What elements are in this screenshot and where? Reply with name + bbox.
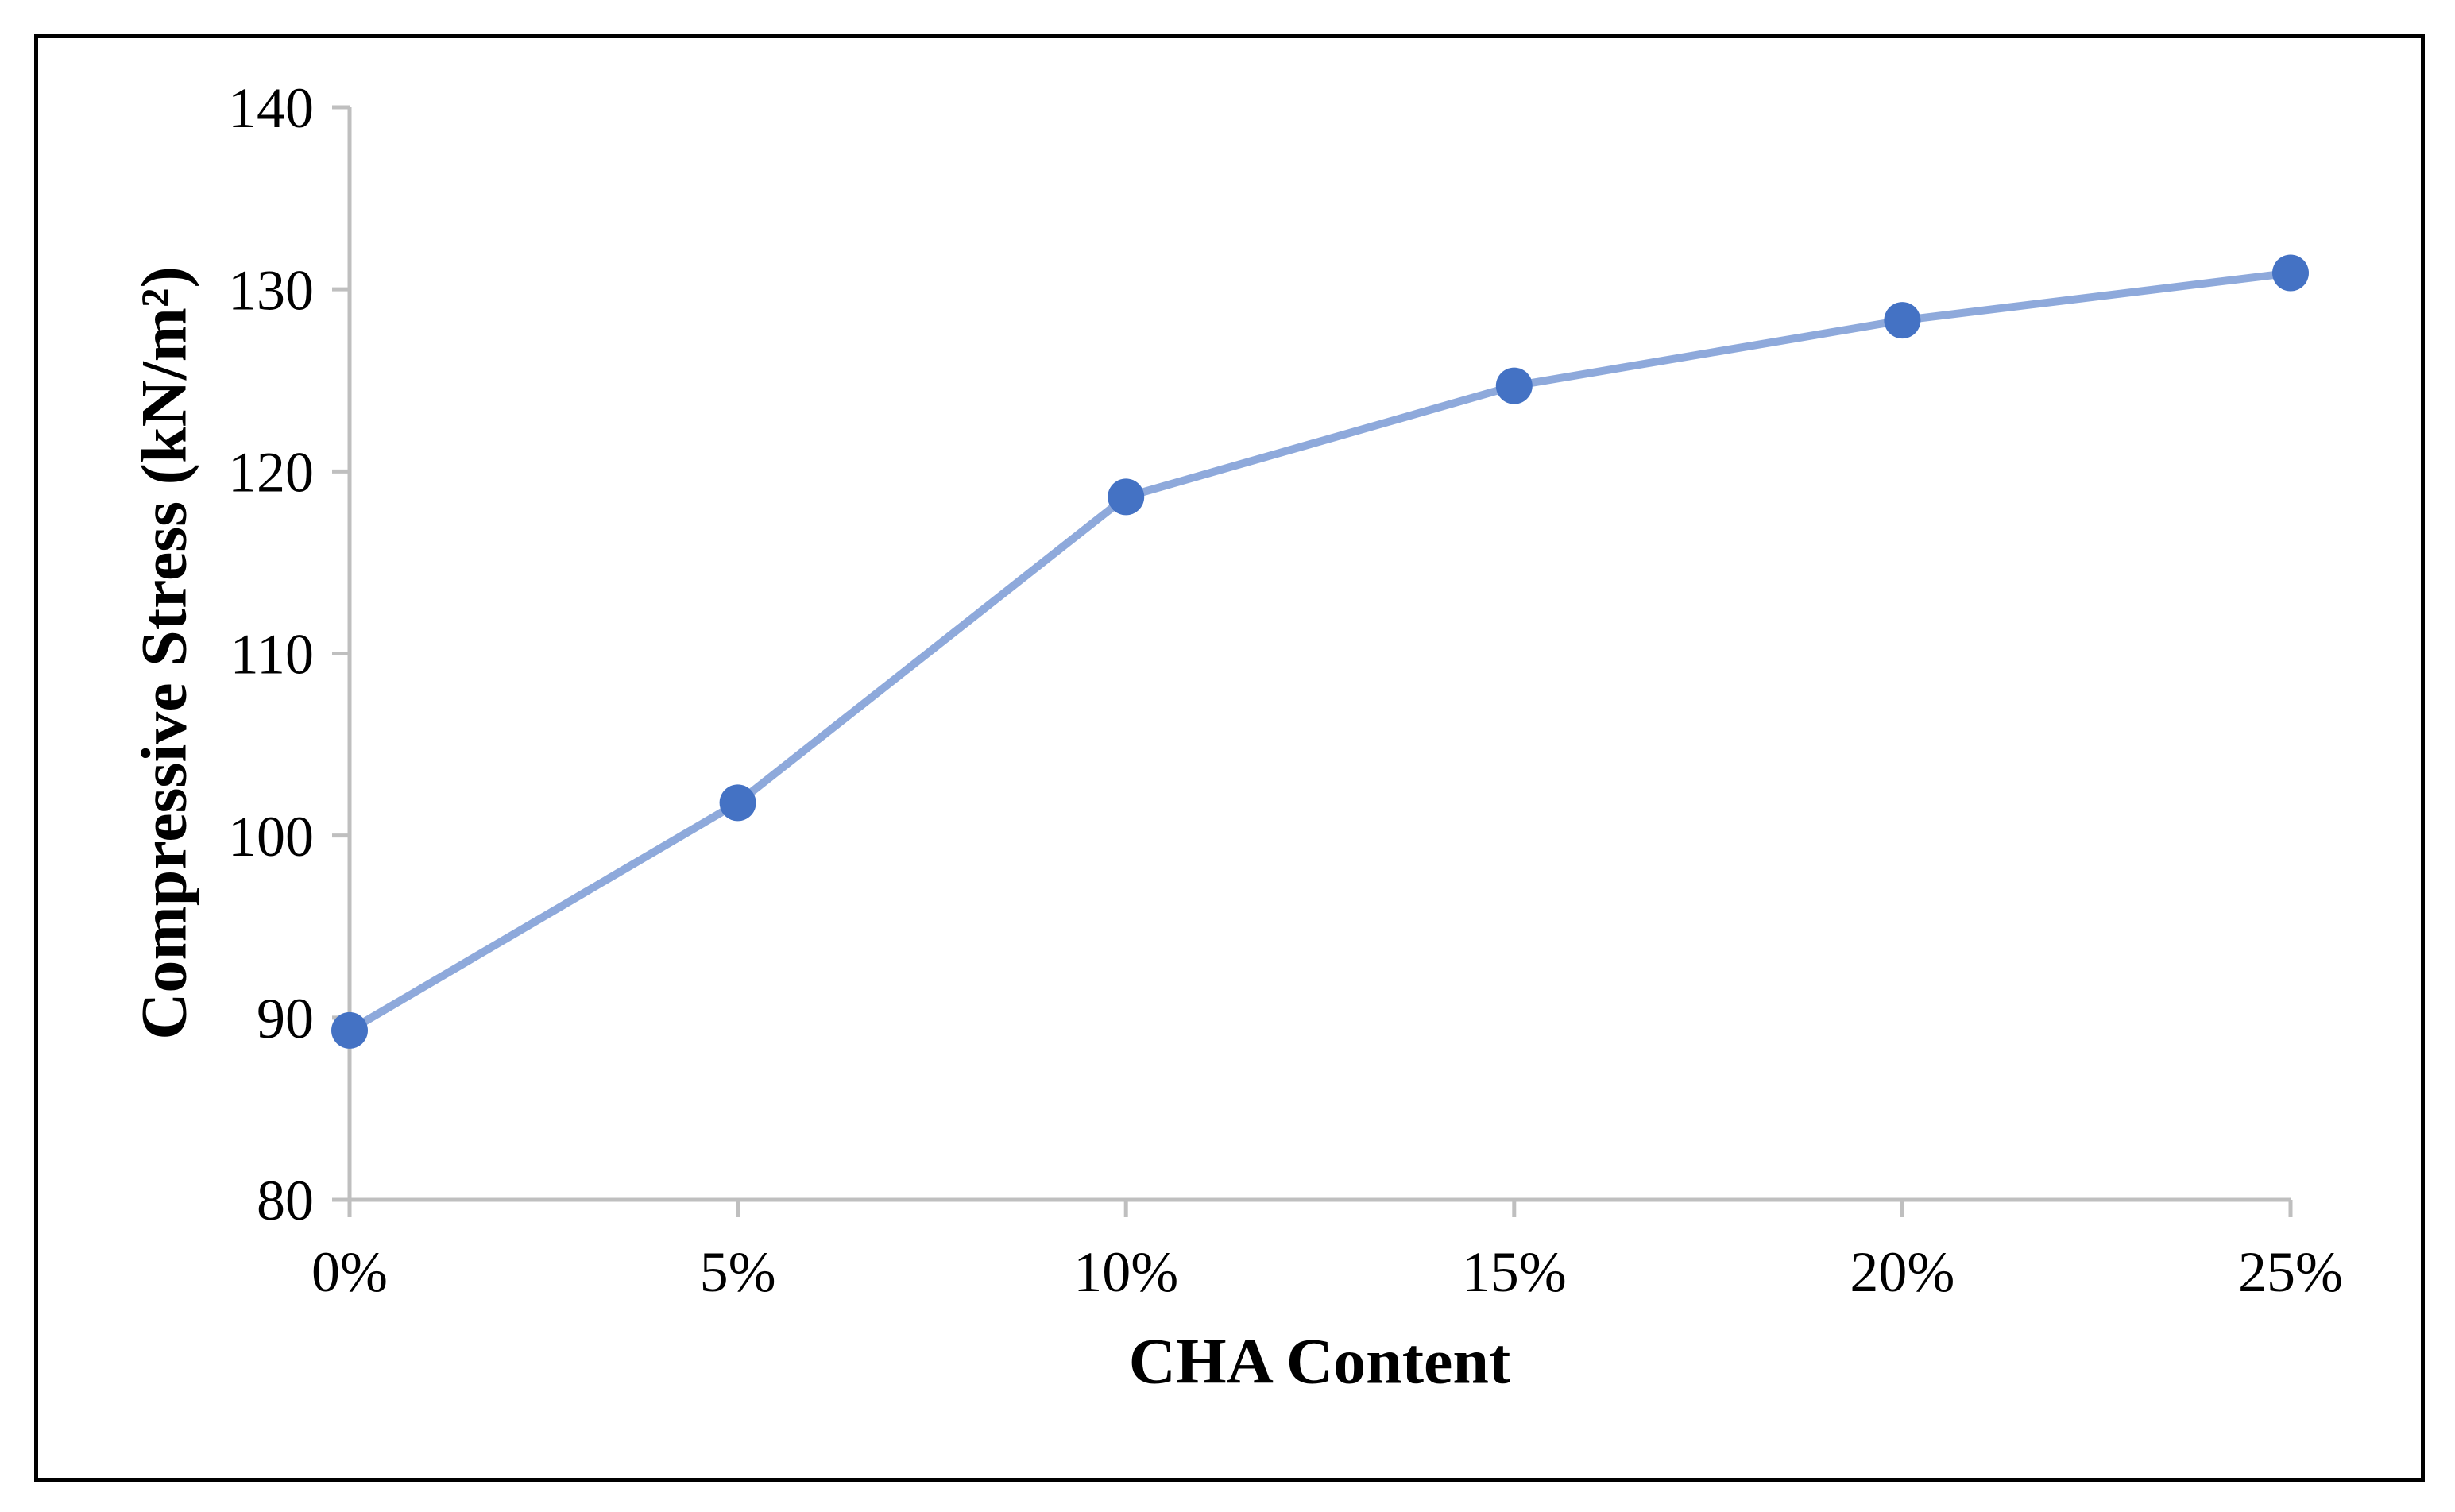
series-line: [347, 269, 2291, 1034]
figure-border: [34, 34, 2425, 1482]
data-point: [1884, 302, 1921, 339]
x-tick-label: 15%: [1462, 1240, 1567, 1304]
data-point: [719, 784, 756, 822]
x-tick-label: 10%: [1073, 1240, 1178, 1304]
chart-plot-area: 80 90 100 110 120 130 140 0% 5% 10% 15% 20% 25%: [228, 76, 2343, 1304]
x-tick-label: 5%: [700, 1240, 776, 1304]
y-tick-label: 130: [228, 258, 314, 322]
y-tick-label: 120: [228, 441, 314, 505]
y-tick-label: 80: [257, 1169, 314, 1232]
data-point: [331, 1011, 368, 1049]
y-axis-title: Compressive Stress (kN/m²): [128, 266, 200, 1040]
data-point: [2272, 254, 2309, 292]
y-tick-label: 110: [230, 623, 314, 686]
y-tick-label: 100: [228, 805, 314, 868]
x-tick-label: 25%: [2238, 1240, 2343, 1304]
x-tick-label: 0%: [311, 1240, 388, 1304]
x-tick-label: 20%: [1850, 1240, 1954, 1304]
y-tick-label: 140: [228, 76, 314, 140]
data-point: [1108, 478, 1145, 516]
y-tick-label: 90: [257, 987, 314, 1050]
x-axis-title: CHA Content: [1129, 1325, 1511, 1398]
data-point: [1495, 367, 1533, 404]
